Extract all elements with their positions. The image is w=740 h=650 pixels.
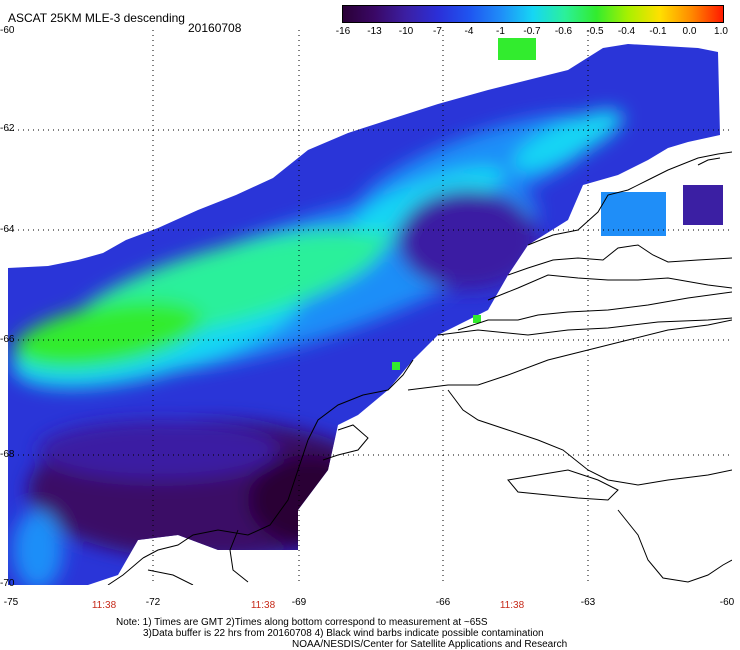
colorbar-tick-label: -0.5: [586, 26, 604, 37]
time-label: 11:38: [91, 600, 117, 611]
colorbar-gradient: [343, 6, 723, 22]
lat-label: -64: [0, 224, 15, 235]
colorbar-tick-label: -16: [335, 26, 351, 37]
map-date: 20160708: [188, 21, 242, 35]
map-canvas: [8, 30, 732, 585]
colorbar-tick-label: -4: [464, 26, 474, 37]
colorbar-tick-label: -0.6: [554, 26, 573, 37]
colorbar-tick-label: -0.1: [649, 26, 667, 37]
wind-swath: [8, 38, 723, 585]
grid-lines: [8, 30, 732, 585]
colorbar-tick-label: -13: [367, 26, 382, 37]
note-line-2: 3)Data buffer is 22 hrs from 20160708 4)…: [143, 628, 544, 639]
colorbar-tick-label: -10: [398, 26, 414, 37]
lat-label: -66: [0, 334, 15, 345]
lon-label: -75: [3, 597, 19, 608]
lat-label: -62: [0, 123, 15, 134]
colorbar-tick-label: 1.0: [714, 26, 728, 37]
colorbar-tick-label: -1: [496, 26, 505, 37]
coastline: [107, 151, 732, 585]
time-label: 11:38: [499, 600, 525, 611]
lon-label: -63: [580, 597, 596, 608]
note-line-3: NOAA/NESDIS/Center for Satellite Applica…: [292, 639, 568, 650]
note-line-1: Note: 1) Times are GMT 2)Times along bot…: [116, 617, 488, 628]
lat-label: -68: [0, 449, 15, 460]
colorbar-tick-label: -0.4: [617, 26, 636, 37]
lat-label: -70: [0, 578, 15, 589]
lon-label: -69: [291, 597, 307, 608]
colorbar-tick-label: -7: [433, 26, 442, 37]
time-label: 11:38: [250, 600, 276, 611]
lat-label: -60: [0, 25, 15, 36]
lon-label: -72: [145, 597, 161, 608]
colorbar-tick-label: -0.7: [523, 26, 541, 37]
lon-label: -60: [719, 597, 735, 608]
lon-label: -66: [435, 597, 451, 608]
map-title: ASCAT 25KM MLE-3 descending: [8, 11, 185, 25]
colorbar: [342, 5, 724, 23]
colorbar-tick-label: 0.0: [682, 26, 697, 37]
